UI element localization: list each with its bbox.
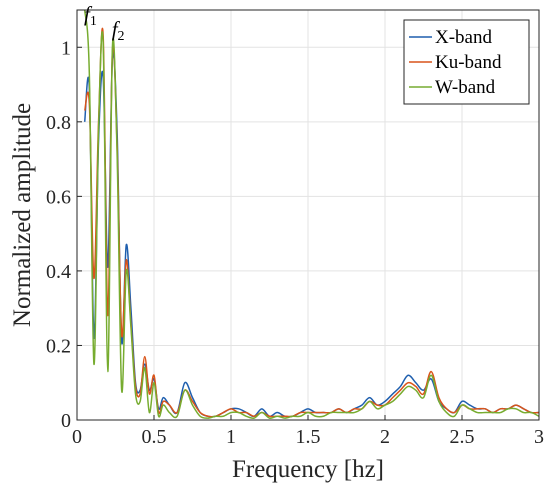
y-tick-label: 0 (61, 410, 71, 432)
x-axis-label: Frequency [hz] (232, 456, 384, 483)
x-tick-label: 1.5 (296, 426, 321, 448)
annotation-main: f (112, 17, 121, 41)
y-tick-label: 1 (61, 37, 71, 59)
y-tick-label: 0.6 (46, 186, 71, 208)
legend-label: Ku-band (435, 52, 502, 73)
legend-label: X-band (435, 27, 492, 48)
y-axis-label: Normalized amplitude (9, 103, 36, 327)
annotation-subscript: 1 (90, 14, 97, 29)
y-axis-ticks: 0 0.2 0.4 0.6 0.8 1 (46, 37, 82, 432)
legend: X-band Ku-band W-band (403, 19, 530, 105)
annotation-main: f (84, 2, 93, 26)
series-line-x-band (83, 51, 539, 418)
legend-label: W-band (435, 77, 496, 98)
x-axis-ticks: 0 0.5 1 1.5 2 2.5 3 (72, 415, 544, 448)
peak-annotation-2: f2 (112, 17, 125, 44)
y-tick-label: 0.8 (46, 112, 71, 134)
y-tick-label: 0.2 (46, 335, 71, 357)
peak-annotation-1: f1 (84, 2, 97, 29)
annotation-subscript: 2 (118, 29, 125, 44)
series-lines (83, 10, 539, 420)
x-tick-label: 0 (72, 426, 82, 448)
series-line-w-band (83, 10, 539, 420)
x-tick-label: 2 (380, 426, 390, 448)
x-tick-label: 0.5 (142, 426, 167, 448)
peak-annotations: f1 f2 (84, 2, 125, 44)
x-tick-label: 2.5 (450, 426, 475, 448)
x-tick-label: 3 (534, 426, 544, 448)
y-tick-label: 0.4 (46, 261, 71, 283)
x-tick-label: 1 (226, 426, 236, 448)
